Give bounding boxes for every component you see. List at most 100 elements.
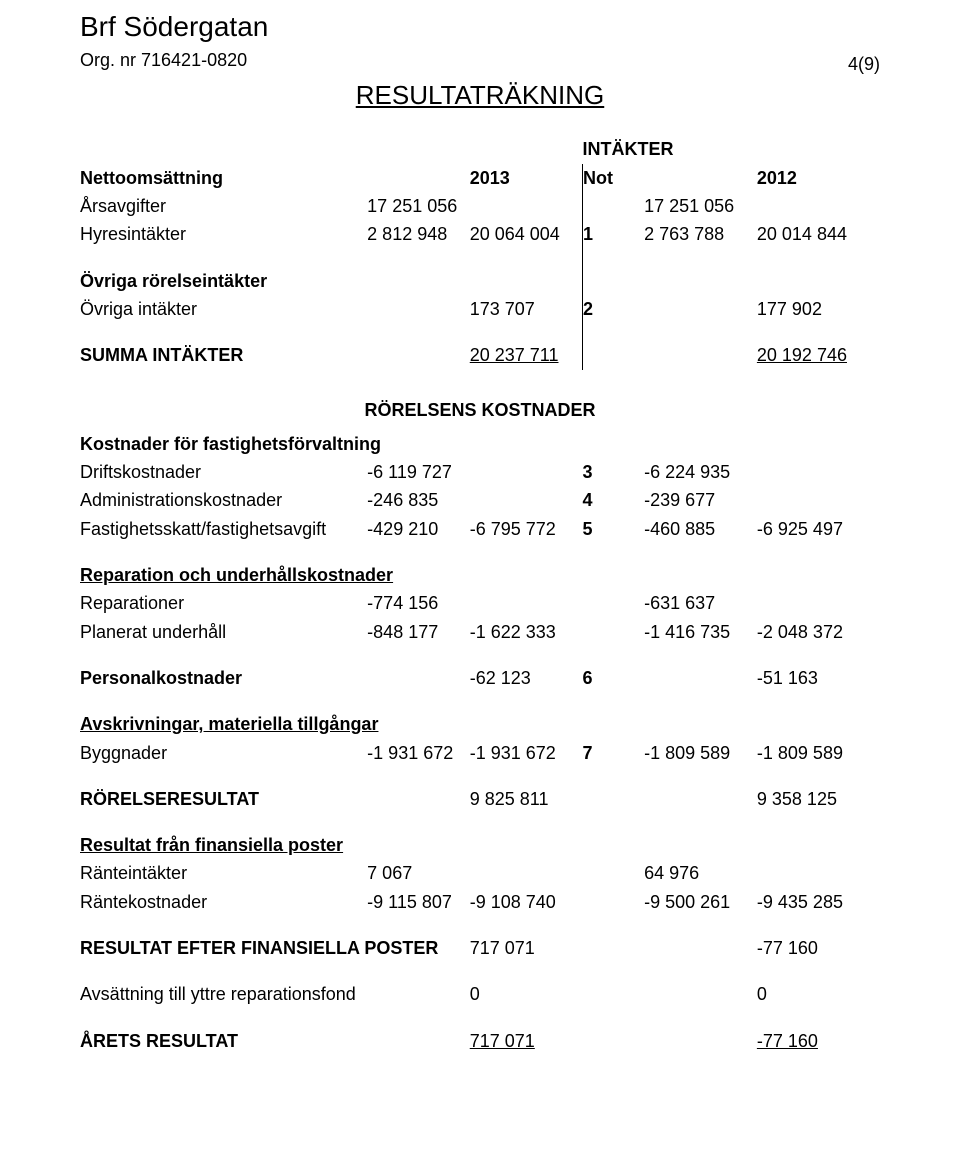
row-value: 717 071 [470, 1009, 583, 1055]
row-value: -6 119 727 [367, 458, 470, 486]
table-row: ÅRETS RESULTAT 717 071 -77 160 [80, 1009, 880, 1055]
document-title: RESULTATRÄKNING [80, 78, 880, 113]
row-value [757, 486, 880, 514]
row-label: RESULTAT EFTER FINANSIELLA POSTER [80, 916, 470, 962]
table-row: Personalkostnader -62 123 6 -51 163 [80, 646, 880, 692]
row-label: ÅRETS RESULTAT [80, 1009, 367, 1055]
row-label: Reparationer [80, 589, 367, 617]
row-value: -9 108 740 [470, 888, 583, 916]
row-value: 17 251 056 [367, 192, 470, 220]
row-value: -774 156 [367, 589, 470, 617]
header-note: Not [583, 164, 645, 192]
row-label: RÖRELSERESULTAT [80, 767, 367, 813]
summa-row: SUMMA INTÄKTER 20 237 711 20 192 746 [80, 323, 880, 369]
table-row: Hyresintäkter 2 812 948 20 064 004 1 2 7… [80, 220, 880, 248]
row-note: 3 [583, 458, 645, 486]
row-value: -77 160 [757, 1009, 880, 1055]
row-label: Driftskostnader [80, 458, 367, 486]
section-heading: Övriga rörelseintäkter [80, 249, 367, 295]
table-row: Övriga intäkter 173 707 2 177 902 [80, 295, 880, 323]
row-value: -848 177 [367, 618, 470, 646]
row-value: -9 115 807 [367, 888, 470, 916]
row-label: Administrationskostnader [80, 486, 367, 514]
row-value: 2 812 948 [367, 220, 470, 248]
row-value: 173 707 [470, 295, 583, 323]
table-row: Driftskostnader -6 119 727 3 -6 224 935 [80, 458, 880, 486]
row-label: Hyresintäkter [80, 220, 367, 248]
table-row: Avsättning till yttre reparationsfond 0 … [80, 962, 880, 1008]
table-row: Årsavgifter 17 251 056 17 251 056 [80, 192, 880, 220]
table-row: Reparationer -774 156 -631 637 [80, 589, 880, 617]
row-note [583, 589, 645, 617]
row-value [757, 458, 880, 486]
row-value: 0 [757, 962, 880, 1008]
kostnader-heading-row: RÖRELSENS KOSTNADER [80, 370, 880, 430]
row-note [583, 859, 645, 887]
section-heading-row: Övriga rörelseintäkter [80, 249, 880, 295]
row-value: 177 902 [757, 295, 880, 323]
row-value [470, 859, 583, 887]
row-value [470, 458, 583, 486]
row-value: -1 931 672 [470, 739, 583, 767]
row-value: 20 014 844 [757, 220, 880, 248]
row-note: 7 [583, 739, 645, 767]
row-value [757, 192, 880, 220]
row-value [470, 486, 583, 514]
row-value: 20 064 004 [470, 220, 583, 248]
row-note [583, 192, 645, 220]
section-heading-row: Avskrivningar, materiella tillgångar [80, 692, 880, 738]
row-value: -460 885 [644, 515, 757, 543]
intakter-heading-row: INTÄKTER [80, 135, 880, 163]
table-row: Planerat underhåll -848 177 -1 622 333 -… [80, 618, 880, 646]
table-row: RESULTAT EFTER FINANSIELLA POSTER 717 07… [80, 916, 880, 962]
row-note: 5 [583, 515, 645, 543]
row-value: -6 925 497 [757, 515, 880, 543]
row-value [757, 859, 880, 887]
row-value: -6 224 935 [644, 458, 757, 486]
row-value: -6 795 772 [470, 515, 583, 543]
row-note: 6 [583, 646, 645, 692]
row-label: Övriga intäkter [80, 295, 367, 323]
row-value: -1 809 589 [757, 739, 880, 767]
row-value: -2 048 372 [757, 618, 880, 646]
row-value: -1 416 735 [644, 618, 757, 646]
row-value: -77 160 [757, 916, 880, 962]
row-value: -1 622 333 [470, 618, 583, 646]
row-value: -429 210 [367, 515, 470, 543]
row-label: Fastighetsskatt/fastighetsavgift [80, 515, 367, 543]
row-note: 2 [583, 295, 645, 323]
section-heading: Avskrivningar, materiella tillgångar [80, 692, 583, 738]
intakter-heading: INTÄKTER [583, 135, 645, 163]
row-value: -631 637 [644, 589, 757, 617]
row-label: Personalkostnader [80, 646, 367, 692]
section-heading-row: Resultat från finansiella poster [80, 813, 880, 859]
table-row: RÖRELSERESULTAT 9 825 811 9 358 125 [80, 767, 880, 813]
row-label: Ränteintäkter [80, 859, 367, 887]
table-row: Fastighetsskatt/fastighetsavgift -429 21… [80, 515, 880, 543]
row-note: 1 [583, 220, 645, 248]
column-header-row: Nettoomsättning 2013 Not 2012 [80, 164, 880, 192]
row-value: -9 435 285 [757, 888, 880, 916]
header-year-left: 2013 [470, 164, 583, 192]
row-note [583, 618, 645, 646]
row-value [470, 192, 583, 220]
row-note: 4 [583, 486, 645, 514]
row-value: -51 163 [757, 646, 880, 692]
org-title: Brf Södergatan [80, 8, 880, 46]
row-value: -62 123 [470, 646, 583, 692]
row-value: -239 677 [644, 486, 757, 514]
row-label: Planerat underhåll [80, 618, 367, 646]
row-label: Byggnader [80, 739, 367, 767]
section-heading: Reparation och underhållskostnader [80, 543, 583, 589]
row-value: 20 237 711 [470, 323, 583, 369]
row-value: 64 976 [644, 859, 757, 887]
section-heading: Kostnader för fastighetsförvaltning [80, 430, 470, 458]
table-row: Administrationskostnader -246 835 4 -239… [80, 486, 880, 514]
table-row: Räntekostnader -9 115 807 -9 108 740 -9 … [80, 888, 880, 916]
row-value: -9 500 261 [644, 888, 757, 916]
row-value: 7 067 [367, 859, 470, 887]
row-value: -1 931 672 [367, 739, 470, 767]
row-value: -1 809 589 [644, 739, 757, 767]
page-container: Brf Södergatan Org. nr 716421-0820 4(9) … [0, 0, 960, 1151]
income-statement-table: INTÄKTER Nettoomsättning 2013 Not 2012 Å… [80, 135, 880, 1054]
